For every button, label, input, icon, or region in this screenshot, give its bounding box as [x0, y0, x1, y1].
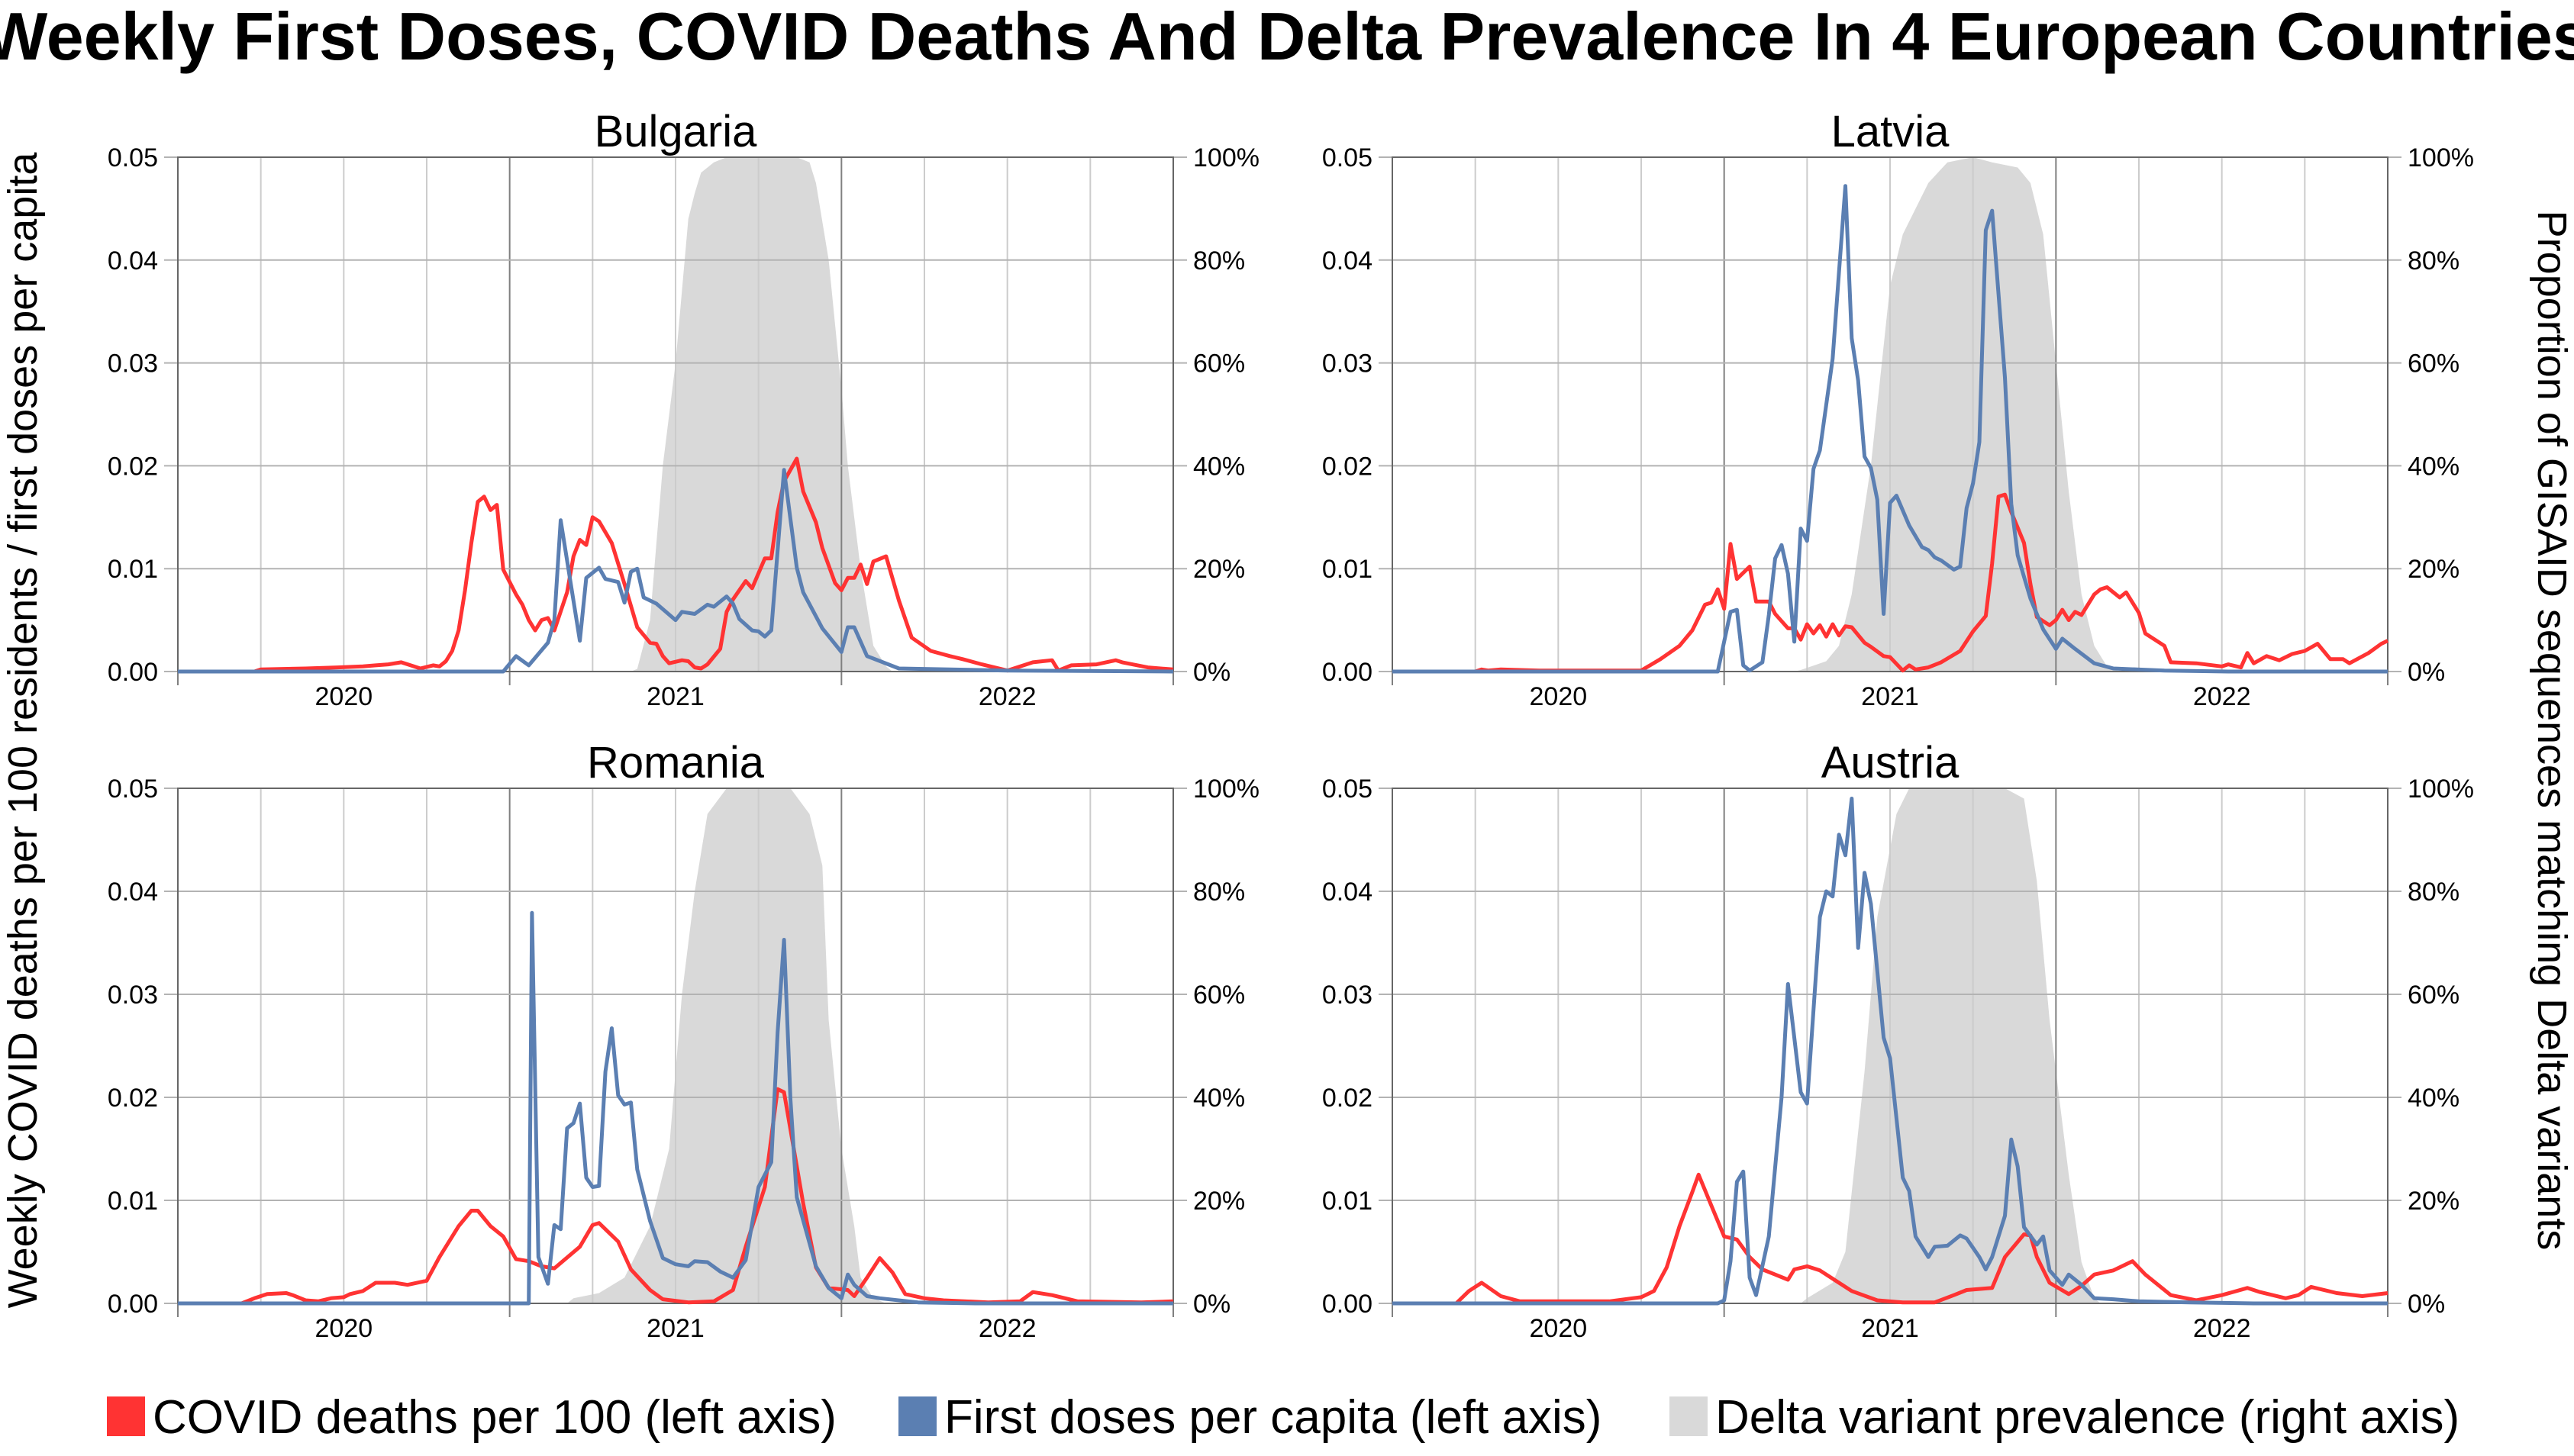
- left-tick-label: 0.05: [1322, 143, 1372, 172]
- first-doses-line: [178, 468, 1174, 674]
- first-doses-line: [1392, 184, 2388, 674]
- right-tick-label: 60%: [2408, 350, 2459, 378]
- right-tick-label: 0%: [1193, 1290, 1231, 1319]
- panel-austria: Austria 0.00 0% 0.01 20% 0.02 40% 0.03 60% 0.04 80…: [1322, 738, 2474, 1343]
- x-tick-label: 2022: [979, 682, 1037, 711]
- right-tick-label: 0%: [1193, 658, 1231, 687]
- left-tick-label: 0.03: [108, 350, 158, 378]
- right-tick-label: 40%: [1193, 1084, 1245, 1113]
- right-tick-label: 20%: [2408, 1187, 2459, 1216]
- left-axis-title: Weekly COVID deaths per 100 residents / …: [0, 152, 46, 1309]
- x-tick-label: 2021: [1861, 1314, 1919, 1343]
- left-tick-label: 0.04: [1322, 246, 1372, 275]
- right-tick-label: 80%: [1193, 878, 1245, 907]
- panel-title: Latvia: [1831, 107, 1950, 156]
- left-tick-label: 0.03: [1322, 350, 1372, 378]
- left-tick-label: 0.05: [1322, 775, 1372, 804]
- right-tick-label: 100%: [2408, 775, 2474, 804]
- left-tick-label: 0.00: [108, 1290, 158, 1319]
- right-tick-label: 20%: [1193, 1187, 1245, 1216]
- panel-title: Bulgaria: [595, 107, 758, 156]
- legend-label-delta: Delta variant prevalence (right axis): [1715, 1391, 2459, 1444]
- panel-latvia: Latvia 0.00 0% 0.01 20% 0.02 40% 0.03 60% 0.04 80%…: [1322, 107, 2474, 711]
- left-tick-label: 0.02: [108, 1084, 158, 1113]
- covid-deaths-line: [1392, 492, 2389, 674]
- right-axis-title: Proportion of GISAID sequences matching …: [2529, 211, 2574, 1251]
- right-tick-label: 100%: [1193, 775, 1260, 804]
- left-tick-label: 0.00: [108, 658, 158, 687]
- legend: COVID deaths per 100 (left axis) First d…: [107, 1391, 2459, 1444]
- right-tick-label: 40%: [2408, 1084, 2459, 1113]
- left-tick-label: 0.05: [108, 143, 158, 172]
- left-tick-label: 0.01: [1322, 1187, 1372, 1216]
- legend-swatch-delta: [1669, 1396, 1708, 1436]
- x-tick-label: 2022: [979, 1314, 1037, 1343]
- chart-title: Weekly First Doses, COVID Deaths And Del…: [0, 0, 2574, 74]
- covid-deaths-line: [178, 1087, 1174, 1306]
- x-tick-label: 2021: [1861, 682, 1919, 711]
- left-tick-label: 0.01: [108, 1187, 158, 1216]
- panel-title: Austria: [1821, 738, 1960, 788]
- right-tick-label: 80%: [1193, 246, 1245, 275]
- right-tick-label: 100%: [1193, 143, 1260, 172]
- x-tick-label: 2020: [1530, 682, 1588, 711]
- legend-label-doses: First doses per capita (left axis): [944, 1391, 1601, 1444]
- first-doses-line: [178, 910, 1173, 1306]
- right-tick-label: 20%: [2408, 555, 2459, 584]
- x-tick-label: 2020: [1530, 1314, 1588, 1343]
- left-tick-label: 0.04: [108, 246, 158, 275]
- left-tick-label: 0.01: [108, 555, 158, 584]
- x-tick-label: 2021: [647, 1314, 705, 1343]
- right-tick-label: 20%: [1193, 555, 1245, 584]
- left-tick-label: 0.02: [108, 452, 158, 481]
- right-tick-label: 60%: [2408, 981, 2459, 1010]
- right-tick-label: 40%: [1193, 452, 1245, 481]
- right-tick-label: 80%: [2408, 878, 2459, 907]
- panel-bulgaria: Bulgaria 0.00 0% 0.01 20% 0.02 40% 0.03 60% 0.04 8…: [108, 107, 1260, 711]
- x-tick-label: 2020: [315, 682, 373, 711]
- right-tick-label: 0%: [2408, 658, 2445, 687]
- x-tick-label: 2020: [315, 1314, 373, 1343]
- left-tick-label: 0.02: [1322, 1084, 1372, 1113]
- legend-swatch-deaths: [107, 1396, 145, 1436]
- right-tick-label: 80%: [2408, 246, 2459, 275]
- panel-romania: Romania 0.00 0% 0.01 20% 0.02 40% 0.03 60% 0.04 80…: [108, 738, 1260, 1343]
- plot-frame: [1392, 156, 2389, 672]
- covid-deaths-line: [1392, 1172, 2389, 1306]
- plot-frame: [177, 788, 1174, 1304]
- x-tick-label: 2022: [2193, 1314, 2251, 1343]
- x-tick-label: 2022: [2193, 682, 2251, 711]
- right-tick-label: 60%: [1193, 981, 1245, 1010]
- left-tick-label: 0.00: [1322, 1290, 1372, 1319]
- plot-frame: [177, 156, 1174, 672]
- left-tick-label: 0.05: [108, 775, 158, 804]
- right-tick-label: 100%: [2408, 143, 2474, 172]
- left-tick-label: 0.04: [1322, 878, 1372, 907]
- left-tick-label: 0.00: [1322, 658, 1372, 687]
- legend-label-deaths: COVID deaths per 100 (left axis): [153, 1391, 837, 1444]
- panel-title: Romania: [587, 738, 765, 788]
- right-tick-label: 60%: [1193, 350, 1245, 378]
- left-tick-label: 0.03: [108, 981, 158, 1010]
- left-tick-label: 0.04: [108, 878, 158, 907]
- left-tick-label: 0.02: [1322, 452, 1372, 481]
- covid-deaths-line: [178, 456, 1174, 674]
- left-tick-label: 0.03: [1322, 981, 1372, 1010]
- right-tick-label: 0%: [2408, 1290, 2445, 1319]
- panels: Bulgaria 0.00 0% 0.01 20% 0.02 40% 0.03 60% 0.04 8…: [108, 107, 2474, 1343]
- left-tick-label: 0.01: [1322, 555, 1372, 584]
- x-tick-label: 2021: [647, 682, 705, 711]
- first-doses-line: [1392, 797, 2388, 1306]
- legend-swatch-doses: [898, 1396, 937, 1436]
- plot-frame: [1392, 788, 2389, 1304]
- right-tick-label: 40%: [2408, 452, 2459, 481]
